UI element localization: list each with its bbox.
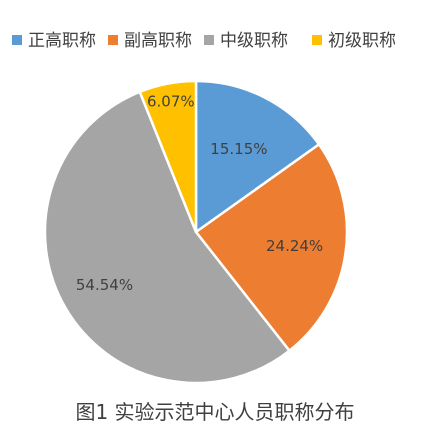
pie-slice-初级职称 xyxy=(138,79,198,234)
slice-label-副高职称: 24.24% xyxy=(266,237,323,255)
slice-labels: 15.15% 24.24% 54.54% 6.07% xyxy=(76,93,323,294)
legend-label-正高职称: 正高职称 xyxy=(28,31,96,51)
slice-label-正高职称: 15.15% xyxy=(210,140,267,158)
legend-label-副高职称: 副高职称 xyxy=(124,31,192,51)
legend-item-副高职称: 副高职称 xyxy=(108,31,192,51)
pie-slices xyxy=(43,79,349,385)
legend-item-正高职称: 正高职称 xyxy=(12,31,96,51)
slice-label-中级职称: 54.54% xyxy=(76,276,133,294)
legend-label-中级职称: 中级职称 xyxy=(220,31,288,51)
legend-item-中级职称: 中级职称 xyxy=(204,31,288,51)
legend-swatch-正高职称 xyxy=(12,35,22,45)
slice-label-初级职称: 6.07% xyxy=(147,93,195,111)
pie-slice-副高职称 xyxy=(194,143,349,352)
legend-item-初级职称: 初级职称 xyxy=(312,31,396,51)
legend-swatch-副高职称 xyxy=(108,35,118,45)
legend-label-初级职称: 初级职称 xyxy=(328,31,396,51)
legend: 正高职称 副高职称 中级职称 初级职称 xyxy=(12,31,396,51)
legend-swatch-初级职称 xyxy=(312,35,322,45)
legend-swatch-中级职称 xyxy=(204,35,214,45)
pie-slice-正高职称 xyxy=(194,79,321,234)
figure-caption: 图1 实验示范中心人员职称分布 xyxy=(75,400,354,424)
pie-slice-中级职称 xyxy=(43,90,291,385)
